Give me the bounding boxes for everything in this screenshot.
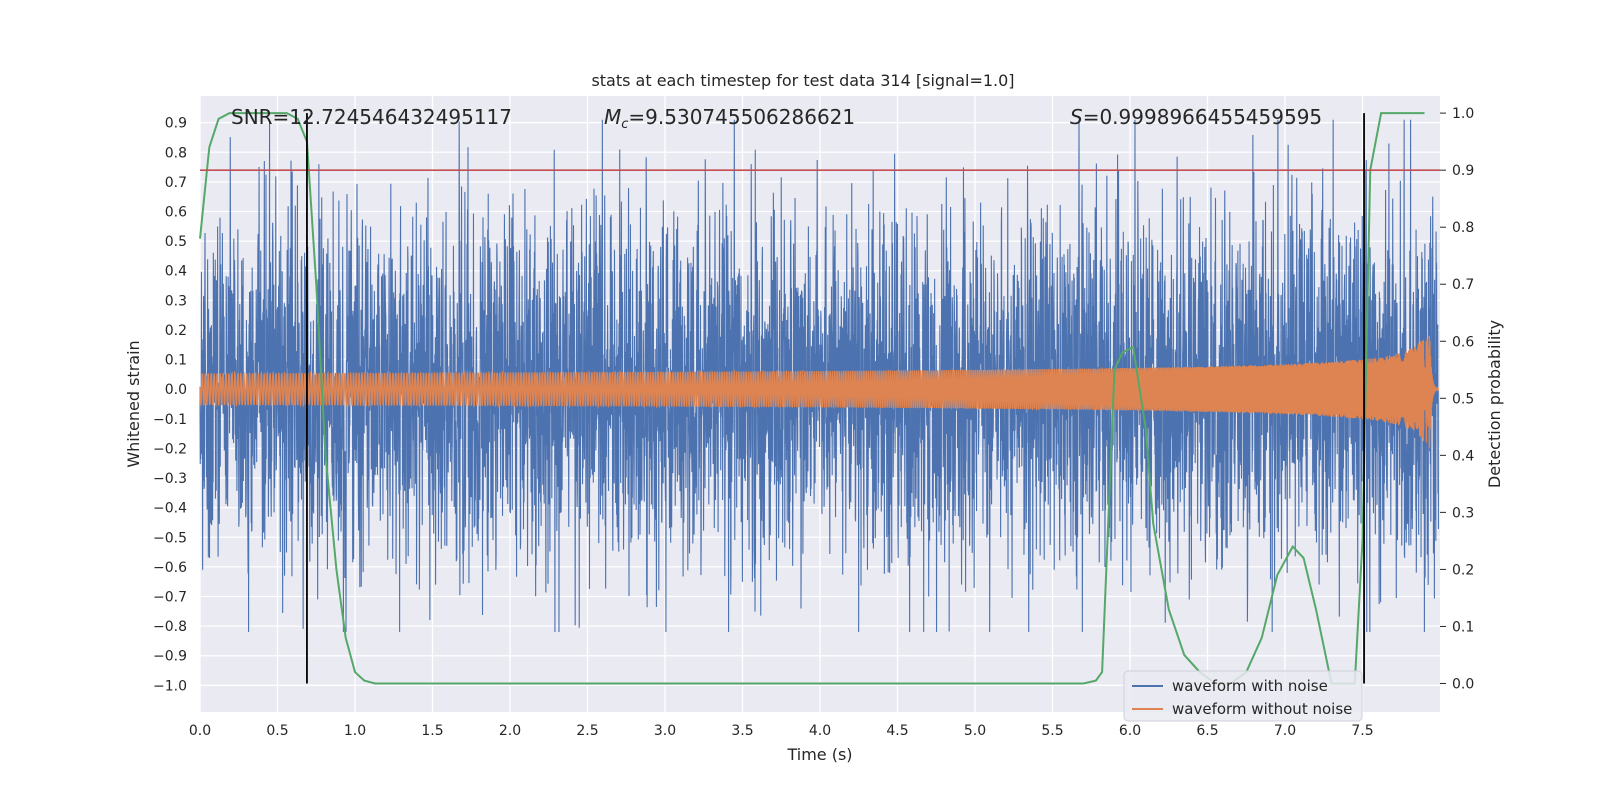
y2-tick-label: 0.7 <box>1452 277 1474 293</box>
legend-label-clean: waveform without noise <box>1172 700 1352 718</box>
y2-tick-label: 0.0 <box>1452 676 1474 692</box>
y-tick-label: 0.4 <box>165 264 187 280</box>
clean-waveform-line <box>199 335 1440 448</box>
x-tick-label: 0.5 <box>266 723 288 739</box>
y-tick-label: 0.0 <box>165 382 187 398</box>
x-tick-label: 2.5 <box>576 723 598 739</box>
y-tick-label: −0.9 <box>153 649 187 665</box>
series-detection-probability <box>199 112 1425 685</box>
x-tick-label: 3.5 <box>731 723 753 739</box>
annotation-snr: SNR=12.724546432495117 <box>231 105 512 129</box>
y-tick-label: −0.6 <box>153 560 187 576</box>
detection-probability-line <box>199 112 1425 685</box>
y-tick-label: −1.0 <box>153 678 187 694</box>
y2-tick-label: 0.1 <box>1452 619 1474 635</box>
x-tick-label: 7.0 <box>1274 723 1296 739</box>
legend-label-noise: waveform with noise <box>1172 677 1328 695</box>
y-tick-label: −0.1 <box>153 412 187 428</box>
y2-tick-label: 0.8 <box>1452 220 1474 236</box>
tick-labels: 0.0 0.5 1.0 1.5 2.0 2.5 3.0 3.5 4.0 4.5 5.0 5.5 6.0 6… <box>153 106 1474 739</box>
chart-title: stats at each timestep for test data 314… <box>591 71 1014 90</box>
annotation-mc: Mc=9.530745506286621 <box>604 105 855 132</box>
x-tick-label: 2.0 <box>499 723 521 739</box>
x-tick-label: 5.0 <box>964 723 986 739</box>
annotation-s: S=0.9998966455459595 <box>1070 105 1322 129</box>
y-tick-label: −0.3 <box>153 471 187 487</box>
y-tick-label: 0.7 <box>165 175 187 191</box>
y-tick-label: −0.5 <box>153 530 187 546</box>
y2-tick-label: 0.2 <box>1452 562 1474 578</box>
x-axis-label: Time (s) <box>786 745 852 764</box>
y-tick-label: 0.6 <box>165 205 187 221</box>
x-tick-label: 6.5 <box>1196 723 1218 739</box>
x-tick-label: 5.5 <box>1041 723 1063 739</box>
y2-tick-label: 0.3 <box>1452 505 1474 521</box>
legend-box <box>1123 670 1363 722</box>
x-tick-label: 1.0 <box>344 723 366 739</box>
y-tick-label: 0.8 <box>165 145 187 161</box>
y-tick-label: −0.4 <box>153 501 187 517</box>
y2-tick-label: 0.5 <box>1452 391 1474 407</box>
series-waveform-without-noise <box>199 335 1440 448</box>
y2-tick-label: 0.6 <box>1452 334 1474 350</box>
y-tick-label: 0.2 <box>165 323 187 339</box>
y-tick-label: −0.2 <box>153 441 187 457</box>
y-tick-label: −0.7 <box>153 590 187 606</box>
y-axis-label: Whitened strain <box>124 340 143 467</box>
marks <box>200 113 1440 684</box>
y2-axis-label: Detection probability <box>1485 320 1504 488</box>
x-tick-label: 4.0 <box>809 723 831 739</box>
x-tick-label: 0.0 <box>189 723 211 739</box>
y-tick-label: 0.9 <box>165 116 187 132</box>
x-tick-label: 3.0 <box>654 723 676 739</box>
y-tick-label: −0.8 <box>153 619 187 635</box>
x-tick-label: 7.5 <box>1351 723 1373 739</box>
x-tick-label: 6.0 <box>1119 723 1141 739</box>
y-tick-label: 0.3 <box>165 293 187 309</box>
y-tick-label: 0.1 <box>165 353 187 369</box>
y2-tick-label: 0.9 <box>1452 163 1474 179</box>
y2-tick-label: 0.4 <box>1452 448 1474 464</box>
x-tick-label: 4.5 <box>886 723 908 739</box>
legend: waveform with noise waveform without noi… <box>1123 670 1363 722</box>
y-tick-label: 0.5 <box>165 234 187 250</box>
y2-tick-label: 1.0 <box>1452 106 1474 122</box>
x-tick-label: 1.5 <box>421 723 443 739</box>
